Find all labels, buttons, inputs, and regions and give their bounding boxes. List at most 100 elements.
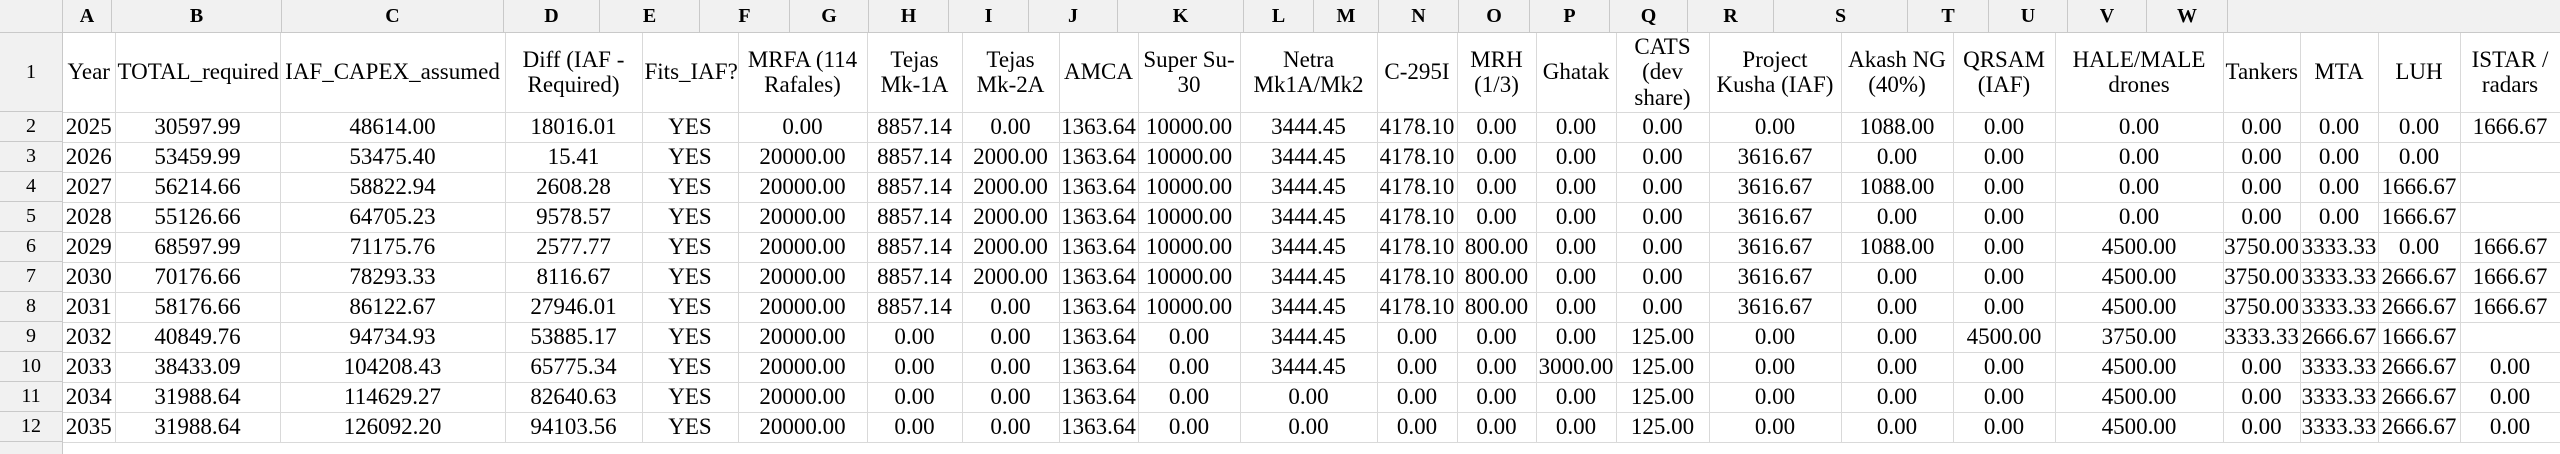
data-cell[interactable]: 800.00 <box>1456 231 1537 263</box>
data-cell[interactable]: 0.00 <box>2299 141 2379 173</box>
column-letter-J[interactable]: J <box>1029 0 1118 32</box>
data-cell[interactable]: 2666.67 <box>2377 291 2461 323</box>
data-cell[interactable]: 0.00 <box>1615 261 1710 293</box>
data-cell[interactable]: 4178.10 <box>1376 111 1458 143</box>
data-cell[interactable]: 0.00 <box>2459 411 2560 443</box>
data-cell[interactable]: 2666.67 <box>2377 381 2461 413</box>
data-cell[interactable]: 3444.45 <box>1239 111 1378 143</box>
row-number-4[interactable]: 4 <box>0 172 62 202</box>
data-cell[interactable]: 3333.33 <box>2299 261 2379 293</box>
data-cell[interactable]: 20000.00 <box>737 201 868 233</box>
column-header-cell[interactable]: ISTAR / radars <box>2459 33 2560 113</box>
data-cell[interactable]: 56214.66 <box>114 171 281 203</box>
data-cell[interactable]: 0.00 <box>1615 171 1710 203</box>
data-cell[interactable]: 31988.64 <box>114 381 281 413</box>
data-cell[interactable]: 20000.00 <box>737 261 868 293</box>
column-header-cell[interactable]: Akash NG (40%) <box>1840 33 1954 113</box>
column-header-cell[interactable]: CATS (dev share) <box>1615 33 1710 113</box>
column-header-cell[interactable]: Netra Mk1A/Mk2 <box>1239 33 1378 113</box>
data-cell[interactable]: 0.00 <box>1239 411 1378 443</box>
data-cell[interactable]: 4500.00 <box>2054 231 2224 263</box>
data-cell[interactable]: 0.00 <box>1840 141 1954 173</box>
data-cell[interactable]: 2666.67 <box>2299 321 2379 353</box>
data-cell[interactable]: 3750.00 <box>2222 291 2301 323</box>
data-cell[interactable]: 0.00 <box>2054 141 2224 173</box>
column-letter-D[interactable]: D <box>504 0 600 32</box>
data-cell[interactable]: 65775.34 <box>504 351 643 383</box>
data-cell[interactable]: 0.00 <box>1615 201 1710 233</box>
column-letter-E[interactable]: E <box>600 0 700 32</box>
data-cell[interactable]: 40849.76 <box>114 321 281 353</box>
data-cell[interactable]: 0.00 <box>866 351 963 383</box>
data-cell[interactable]: 4500.00 <box>2054 411 2224 443</box>
data-cell[interactable]: 8857.14 <box>866 201 963 233</box>
data-cell[interactable]: 82640.63 <box>504 381 643 413</box>
data-cell[interactable]: 1363.64 <box>1058 141 1139 173</box>
data-cell[interactable]: 0.00 <box>2377 111 2461 143</box>
column-letter-C[interactable]: C <box>282 0 504 32</box>
column-header-cell[interactable]: Ghatak <box>1535 33 1617 113</box>
data-cell[interactable]: 0.00 <box>1376 351 1458 383</box>
data-cell[interactable]: 3750.00 <box>2222 231 2301 263</box>
data-cell[interactable]: 1363.64 <box>1058 171 1139 203</box>
data-cell[interactable]: 1363.64 <box>1058 411 1139 443</box>
data-cell[interactable]: YES <box>641 201 739 233</box>
column-header-cell[interactable]: Super Su-30 <box>1137 33 1241 113</box>
data-cell[interactable]: 0.00 <box>1952 351 2056 383</box>
column-header-cell[interactable]: TOTAL_required <box>114 33 281 113</box>
row-number-1[interactable]: 1 <box>0 33 62 112</box>
column-header-cell[interactable]: AMCA <box>1058 33 1139 113</box>
data-cell[interactable]: 0.00 <box>1840 261 1954 293</box>
row-number-10[interactable]: 10 <box>0 352 62 382</box>
column-header-cell[interactable]: HALE/MALE drones <box>2054 33 2224 113</box>
data-cell[interactable]: 0.00 <box>1952 231 2056 263</box>
data-cell[interactable]: YES <box>641 261 739 293</box>
data-cell[interactable]: 1363.64 <box>1058 291 1139 323</box>
column-letter-N[interactable]: N <box>1379 0 1459 32</box>
data-cell[interactable]: 125.00 <box>1615 381 1710 413</box>
data-cell[interactable]: 53459.99 <box>114 141 281 173</box>
data-cell[interactable]: 0.00 <box>2299 171 2379 203</box>
column-letter-B[interactable]: B <box>112 0 282 32</box>
data-cell[interactable] <box>2459 201 2560 233</box>
data-cell[interactable]: 3333.33 <box>2222 321 2301 353</box>
data-cell[interactable]: 0.00 <box>1239 381 1378 413</box>
data-cell[interactable]: 8857.14 <box>866 171 963 203</box>
data-cell[interactable]: 20000.00 <box>737 171 868 203</box>
data-cell[interactable]: 114629.27 <box>279 381 506 413</box>
data-cell[interactable]: 125.00 <box>1615 321 1710 353</box>
data-cell[interactable]: 20000.00 <box>737 411 868 443</box>
data-cell[interactable]: 10000.00 <box>1137 291 1241 323</box>
data-cell[interactable]: 4500.00 <box>2054 261 2224 293</box>
data-cell[interactable]: 3444.45 <box>1239 291 1378 323</box>
data-cell[interactable]: 2000.00 <box>961 141 1060 173</box>
row-number-2[interactable]: 2 <box>0 112 62 142</box>
data-cell[interactable]: 0.00 <box>1708 111 1842 143</box>
row-number-8[interactable]: 8 <box>0 292 62 322</box>
data-cell[interactable]: 30597.99 <box>114 111 281 143</box>
data-cell[interactable]: 0.00 <box>1535 201 1617 233</box>
data-cell[interactable]: 27946.01 <box>504 291 643 323</box>
data-cell[interactable]: 2666.67 <box>2377 351 2461 383</box>
data-cell[interactable]: 3750.00 <box>2222 261 2301 293</box>
data-cell[interactable]: 0.00 <box>2299 111 2379 143</box>
data-cell[interactable]: 125.00 <box>1615 351 1710 383</box>
data-cell[interactable]: 0.00 <box>1535 291 1617 323</box>
data-cell[interactable]: 0.00 <box>1137 411 1241 443</box>
data-cell[interactable]: 0.00 <box>2377 141 2461 173</box>
data-cell[interactable]: 0.00 <box>1456 351 1537 383</box>
row-number-11[interactable]: 11 <box>0 382 62 412</box>
column-letter-U[interactable]: U <box>1989 0 2068 32</box>
data-cell[interactable]: 0.00 <box>1456 201 1537 233</box>
data-cell[interactable]: 64705.23 <box>279 201 506 233</box>
data-cell[interactable]: YES <box>641 111 739 143</box>
data-cell[interactable]: 3333.33 <box>2299 351 2379 383</box>
data-cell[interactable]: 1363.64 <box>1058 201 1139 233</box>
data-cell[interactable]: 0.00 <box>1535 231 1617 263</box>
data-cell[interactable]: 1666.67 <box>2377 171 2461 203</box>
data-cell[interactable]: 4500.00 <box>1952 321 2056 353</box>
data-cell[interactable]: 1363.64 <box>1058 111 1139 143</box>
data-cell[interactable]: 0.00 <box>2459 381 2560 413</box>
column-letter-W[interactable]: W <box>2147 0 2228 32</box>
data-cell[interactable]: 2034 <box>63 381 116 413</box>
